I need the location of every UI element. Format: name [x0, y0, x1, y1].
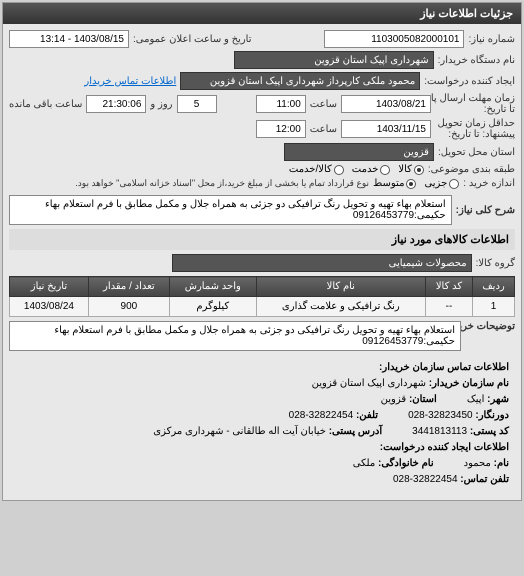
radio-medium[interactable]: متوسط	[373, 178, 416, 189]
td-name: رنگ ترافیکی و علامت گذاری	[256, 297, 425, 317]
radio-both[interactable]: کالا/خدمت	[289, 164, 344, 175]
goods-table: ردیف کد کالا نام کالا واحد شمارش تعداد /…	[9, 276, 515, 317]
group-field: محصولات شیمیایی	[172, 254, 472, 272]
td-index: 1	[473, 297, 515, 317]
contact-title: اطلاعات تماس سازمان خریدار:	[15, 360, 509, 376]
footer-section: اطلاعات تماس سازمان خریدار: نام سازمان خ…	[9, 354, 515, 494]
radio-goods[interactable]: کالا	[398, 164, 424, 175]
td-unit: کیلوگرم	[169, 297, 256, 317]
row-province: استان محل تحویل: قزوین	[9, 143, 515, 161]
group-label: گروه کالا:	[476, 258, 515, 269]
time-remaining: 21:30:06	[86, 95, 146, 113]
announce-date-label: تاریخ و ساعت اعلان عمومی:	[133, 34, 252, 45]
radio-service[interactable]: خدمت	[352, 164, 391, 175]
postal-address-line: کد پستی: 3441813113 آدرس پستی: خیابان آی…	[15, 424, 509, 440]
requester-field: محمود ملکی کارپرداز شهرداری اپیک استان ق…	[180, 72, 420, 90]
contact-link[interactable]: اطلاعات تماس خریدار	[84, 76, 176, 87]
row-desc: شرح کلی نیاز: استعلام بهاء تهیه و تحویل …	[9, 195, 515, 225]
row-delivery: حداقل زمان تحویل پیشنهاد: تا تاریخ: 1403…	[9, 118, 515, 140]
form-area: شماره نیاز: 1103005082000101 تاریخ و ساع…	[3, 24, 521, 500]
radio-small[interactable]: جزیی	[424, 178, 459, 189]
desc-label: شرح کلی نیاز:	[456, 205, 515, 216]
name-line: نام: محمود نام خانوادگی: ملکی	[15, 456, 509, 472]
deadline-time: 11:00	[256, 95, 306, 113]
province-label: استان محل تحویل:	[438, 147, 515, 158]
announce-date-field: 1403/08/15 - 13:14	[9, 30, 129, 48]
th-name: نام کالا	[256, 277, 425, 297]
row-group: گروه کالا: محصولات شیمیایی	[9, 254, 515, 272]
days-remaining: 5	[177, 95, 217, 113]
goods-section-title: اطلاعات کالاهای مورد نیاز	[9, 229, 515, 250]
deadline-time-label: ساعت	[310, 99, 337, 110]
row-buyer-note: توضیحات خریدار: استعلام بهاء تهیه و تحوی…	[9, 321, 515, 351]
creator-title: اطلاعات ایجاد کننده درخواست:	[15, 440, 509, 456]
row-requester: ایجاد کننده درخواست: محمود ملکی کارپرداز…	[9, 72, 515, 90]
td-code: --	[425, 297, 472, 317]
details-panel: جزئیات اطلاعات نیاز شماره نیاز: 11030050…	[2, 2, 522, 501]
th-qty: تعداد / مقدار	[88, 277, 169, 297]
row-number: شماره نیاز: 1103005082000101 تاریخ و ساع…	[9, 30, 515, 48]
days-label: روز و	[150, 99, 172, 110]
city-province-line: شهر: اپیک استان: قزوین	[15, 392, 509, 408]
delivery-date: 1403/11/15	[341, 120, 431, 138]
th-index: ردیف	[473, 277, 515, 297]
classify-label: طبقه بندی موضوعی:	[428, 164, 515, 175]
panel-title: جزئیات اطلاعات نیاز	[3, 3, 521, 24]
table-header-row: ردیف کد کالا نام کالا واحد شمارش تعداد /…	[10, 277, 515, 297]
deadline-label: زمان مهلت ارسال پاسخ: تا تاریخ:	[435, 93, 515, 115]
deadline-date: 1403/08/21	[341, 95, 431, 113]
row-size: اندازه خرید : جزیی متوسط نوع قرارداد تما…	[9, 178, 515, 189]
number-field: 1103005082000101	[324, 30, 464, 48]
row-classify: طبقه بندی موضوعی: کالا خدمت کالا/خدمت	[9, 164, 515, 175]
size-radios: جزیی متوسط	[373, 178, 459, 189]
size-label: اندازه خرید :	[463, 178, 515, 189]
desc-field: استعلام بهاء تهیه و تحویل رنگ ترافیکی دو…	[9, 195, 452, 225]
requester-label: ایجاد کننده درخواست:	[424, 76, 515, 87]
classify-radios: کالا خدمت کالا/خدمت	[289, 164, 424, 175]
ctel-line: تلفن تماس: 32822454-028	[15, 472, 509, 488]
th-code: کد کالا	[425, 277, 472, 297]
th-date: تاریخ نیاز	[10, 277, 89, 297]
fax-phone-line: دورنگار: 32823450-028 تلفن: 32822454-028	[15, 408, 509, 424]
td-qty: 900	[88, 297, 169, 317]
org-line: نام سازمان خریدار: شهرداری اپیک استان قز…	[15, 376, 509, 392]
province-field: قزوین	[284, 143, 434, 161]
row-buyer: نام دستگاه خریدار: شهرداری اپیک استان قز…	[9, 51, 515, 69]
contract-note: نوع قرارداد تمام یا بخشی از مبلغ خرید،از…	[75, 178, 369, 189]
buyer-field: شهرداری اپیک استان قزوین	[234, 51, 434, 69]
buyer-note-field: استعلام بهاء تهیه و تحویل رنگ ترافیکی دو…	[9, 321, 461, 351]
number-label: شماره نیاز:	[468, 34, 515, 45]
th-unit: واحد شمارش	[169, 277, 256, 297]
table-row: 1 -- رنگ ترافیکی و علامت گذاری کیلوگرم 9…	[10, 297, 515, 317]
buyer-label: نام دستگاه خریدار:	[438, 55, 515, 66]
delivery-time: 12:00	[256, 120, 306, 138]
remain-label: ساعت باقی مانده	[9, 99, 82, 110]
td-date: 1403/08/24	[10, 297, 89, 317]
row-deadline: زمان مهلت ارسال پاسخ: تا تاریخ: 1403/08/…	[9, 93, 515, 115]
buyer-note-label: توضیحات خریدار:	[465, 321, 515, 332]
delivery-label: حداقل زمان تحویل پیشنهاد: تا تاریخ:	[435, 118, 515, 140]
delivery-time-label: ساعت	[310, 124, 337, 135]
